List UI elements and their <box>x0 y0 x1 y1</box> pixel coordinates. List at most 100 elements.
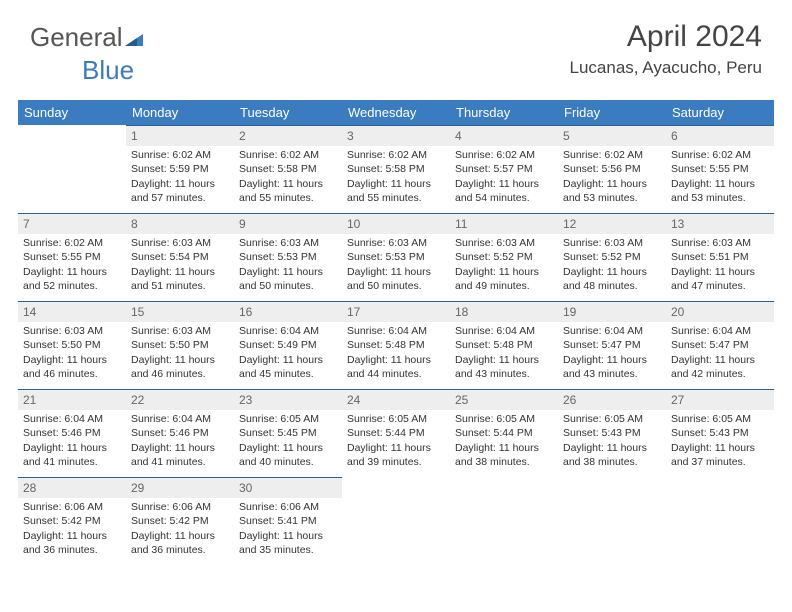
daylight2-text: and 55 minutes. <box>347 191 445 205</box>
sunset-text: Sunset: 5:55 PM <box>671 162 769 176</box>
day-number: 29 <box>126 477 234 498</box>
brand-part1: General <box>30 22 123 52</box>
day-number: 5 <box>558 125 666 146</box>
daylight2-text: and 41 minutes. <box>131 455 229 469</box>
day-number: 4 <box>450 125 558 146</box>
calendar-cell: 24Sunrise: 6:05 AMSunset: 5:44 PMDayligh… <box>342 389 450 477</box>
day-number: 13 <box>666 213 774 234</box>
cell-body: Sunrise: 6:06 AMSunset: 5:42 PMDaylight:… <box>126 498 234 561</box>
daylight2-text: and 44 minutes. <box>347 367 445 381</box>
calendar-body: 1Sunrise: 6:02 AMSunset: 5:59 PMDaylight… <box>18 125 774 565</box>
sunset-text: Sunset: 5:48 PM <box>347 338 445 352</box>
daylight1-text: Daylight: 11 hours <box>23 529 121 543</box>
daylight2-text: and 42 minutes. <box>671 367 769 381</box>
calendar-cell: 29Sunrise: 6:06 AMSunset: 5:42 PMDayligh… <box>126 477 234 565</box>
sunset-text: Sunset: 5:54 PM <box>131 250 229 264</box>
sunrise-text: Sunrise: 6:06 AM <box>239 500 337 514</box>
brand-part2: Blue <box>82 55 134 85</box>
daylight1-text: Daylight: 11 hours <box>347 177 445 191</box>
sunset-text: Sunset: 5:44 PM <box>455 426 553 440</box>
sunrise-text: Sunrise: 6:04 AM <box>455 324 553 338</box>
sunrise-text: Sunrise: 6:03 AM <box>671 236 769 250</box>
daylight2-text: and 43 minutes. <box>455 367 553 381</box>
sunset-text: Sunset: 5:43 PM <box>671 426 769 440</box>
daylight2-text: and 41 minutes. <box>23 455 121 469</box>
daylight1-text: Daylight: 11 hours <box>239 529 337 543</box>
calendar-cell: 4Sunrise: 6:02 AMSunset: 5:57 PMDaylight… <box>450 125 558 213</box>
cell-body: Sunrise: 6:02 AMSunset: 5:58 PMDaylight:… <box>342 146 450 209</box>
calendar-cell: 2Sunrise: 6:02 AMSunset: 5:58 PMDaylight… <box>234 125 342 213</box>
brand-triangle-icon <box>125 24 145 55</box>
daylight2-text: and 47 minutes. <box>671 279 769 293</box>
calendar-cell: 30Sunrise: 6:06 AMSunset: 5:41 PMDayligh… <box>234 477 342 565</box>
daylight1-text: Daylight: 11 hours <box>131 265 229 279</box>
sunrise-text: Sunrise: 6:06 AM <box>131 500 229 514</box>
daylight2-text: and 55 minutes. <box>239 191 337 205</box>
day-number: 8 <box>126 213 234 234</box>
cell-body: Sunrise: 6:03 AMSunset: 5:53 PMDaylight:… <box>234 234 342 297</box>
calendar-table: Sunday Monday Tuesday Wednesday Thursday… <box>18 100 774 565</box>
cell-body: Sunrise: 6:04 AMSunset: 5:46 PMDaylight:… <box>126 410 234 473</box>
calendar-cell: 22Sunrise: 6:04 AMSunset: 5:46 PMDayligh… <box>126 389 234 477</box>
sunset-text: Sunset: 5:50 PM <box>131 338 229 352</box>
sunrise-text: Sunrise: 6:05 AM <box>455 412 553 426</box>
day-number: 27 <box>666 389 774 410</box>
daylight1-text: Daylight: 11 hours <box>131 177 229 191</box>
daylight2-text: and 52 minutes. <box>23 279 121 293</box>
day-number: 10 <box>342 213 450 234</box>
calendar-cell: 13Sunrise: 6:03 AMSunset: 5:51 PMDayligh… <box>666 213 774 301</box>
daylight2-text: and 48 minutes. <box>563 279 661 293</box>
calendar-cell: 10Sunrise: 6:03 AMSunset: 5:53 PMDayligh… <box>342 213 450 301</box>
daylight1-text: Daylight: 11 hours <box>563 441 661 455</box>
sunset-text: Sunset: 5:58 PM <box>347 162 445 176</box>
cell-body: Sunrise: 6:04 AMSunset: 5:49 PMDaylight:… <box>234 322 342 385</box>
calendar-cell: 3Sunrise: 6:02 AMSunset: 5:58 PMDaylight… <box>342 125 450 213</box>
daylight2-text: and 38 minutes. <box>455 455 553 469</box>
cell-body: Sunrise: 6:05 AMSunset: 5:44 PMDaylight:… <box>342 410 450 473</box>
daylight2-text: and 38 minutes. <box>563 455 661 469</box>
sunrise-text: Sunrise: 6:03 AM <box>455 236 553 250</box>
calendar-cell: 27Sunrise: 6:05 AMSunset: 5:43 PMDayligh… <box>666 389 774 477</box>
header-right: April 2024 Lucanas, Ayacucho, Peru <box>570 20 763 78</box>
month-title: April 2024 <box>570 20 763 54</box>
daylight2-text: and 36 minutes. <box>131 543 229 557</box>
daylight1-text: Daylight: 11 hours <box>671 441 769 455</box>
sunset-text: Sunset: 5:50 PM <box>23 338 121 352</box>
cell-body: Sunrise: 6:02 AMSunset: 5:55 PMDaylight:… <box>18 234 126 297</box>
sunrise-text: Sunrise: 6:04 AM <box>671 324 769 338</box>
day-number: 23 <box>234 389 342 410</box>
daylight1-text: Daylight: 11 hours <box>455 177 553 191</box>
cell-body: Sunrise: 6:03 AMSunset: 5:50 PMDaylight:… <box>126 322 234 385</box>
cell-body: Sunrise: 6:04 AMSunset: 5:48 PMDaylight:… <box>342 322 450 385</box>
daylight2-text: and 36 minutes. <box>23 543 121 557</box>
daylight1-text: Daylight: 11 hours <box>23 441 121 455</box>
day-number: 24 <box>342 389 450 410</box>
sunrise-text: Sunrise: 6:04 AM <box>131 412 229 426</box>
calendar-header: Sunday Monday Tuesday Wednesday Thursday… <box>18 100 774 125</box>
calendar-row: 28Sunrise: 6:06 AMSunset: 5:42 PMDayligh… <box>18 477 774 565</box>
calendar-cell <box>342 477 450 565</box>
weekday-header: Sunday <box>18 100 126 125</box>
cell-body: Sunrise: 6:03 AMSunset: 5:52 PMDaylight:… <box>558 234 666 297</box>
sunset-text: Sunset: 5:56 PM <box>563 162 661 176</box>
daylight1-text: Daylight: 11 hours <box>131 441 229 455</box>
daylight1-text: Daylight: 11 hours <box>239 353 337 367</box>
sunset-text: Sunset: 5:44 PM <box>347 426 445 440</box>
sunrise-text: Sunrise: 6:02 AM <box>23 236 121 250</box>
calendar-cell: 23Sunrise: 6:05 AMSunset: 5:45 PMDayligh… <box>234 389 342 477</box>
sunset-text: Sunset: 5:53 PM <box>239 250 337 264</box>
daylight1-text: Daylight: 11 hours <box>563 265 661 279</box>
cell-body: Sunrise: 6:05 AMSunset: 5:43 PMDaylight:… <box>666 410 774 473</box>
sunset-text: Sunset: 5:48 PM <box>455 338 553 352</box>
sunrise-text: Sunrise: 6:04 AM <box>239 324 337 338</box>
calendar-cell: 15Sunrise: 6:03 AMSunset: 5:50 PMDayligh… <box>126 301 234 389</box>
daylight2-text: and 54 minutes. <box>455 191 553 205</box>
calendar-row: 14Sunrise: 6:03 AMSunset: 5:50 PMDayligh… <box>18 301 774 389</box>
calendar-cell: 26Sunrise: 6:05 AMSunset: 5:43 PMDayligh… <box>558 389 666 477</box>
day-number: 3 <box>342 125 450 146</box>
calendar-cell: 12Sunrise: 6:03 AMSunset: 5:52 PMDayligh… <box>558 213 666 301</box>
cell-body: Sunrise: 6:04 AMSunset: 5:47 PMDaylight:… <box>558 322 666 385</box>
daylight2-text: and 50 minutes. <box>347 279 445 293</box>
calendar-cell: 11Sunrise: 6:03 AMSunset: 5:52 PMDayligh… <box>450 213 558 301</box>
sunset-text: Sunset: 5:52 PM <box>563 250 661 264</box>
